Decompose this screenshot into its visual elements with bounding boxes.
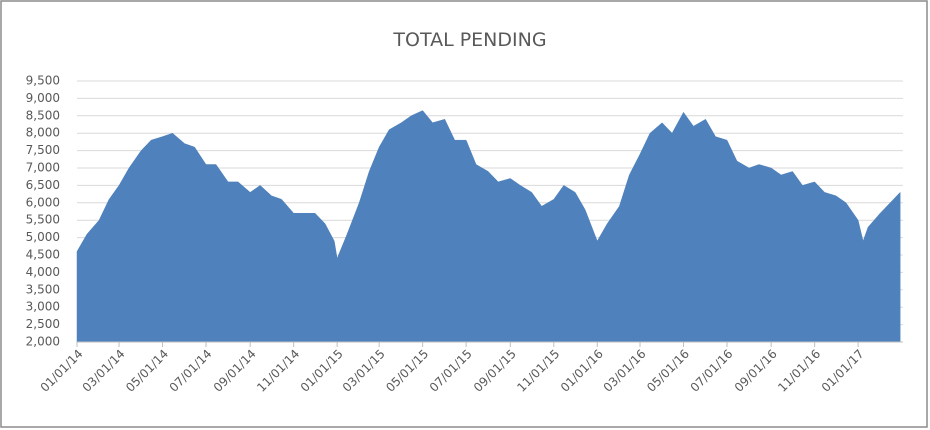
y-tick-label: 5,500 bbox=[26, 213, 60, 227]
y-tick-label: 6,500 bbox=[26, 178, 60, 192]
y-tick-label: 9,500 bbox=[26, 74, 60, 88]
y-tick-label: 8,500 bbox=[26, 108, 60, 122]
y-tick-label: 4,500 bbox=[26, 248, 60, 262]
y-tick-label: 7,500 bbox=[26, 143, 60, 157]
y-tick-label: 3,000 bbox=[26, 300, 60, 314]
y-tick-label: 3,500 bbox=[26, 282, 60, 296]
y-tick-label: 6,000 bbox=[26, 195, 60, 209]
chart-title: TOTAL PENDING bbox=[392, 29, 546, 51]
y-tick-label: 8,000 bbox=[26, 126, 60, 140]
y-tick-label: 7,000 bbox=[26, 161, 60, 175]
y-tick-label: 5,000 bbox=[26, 230, 60, 244]
y-tick-label: 9,000 bbox=[26, 91, 60, 105]
y-tick-label: 2,500 bbox=[26, 317, 60, 331]
area bbox=[76, 110, 901, 343]
y-tick-label: 2,000 bbox=[26, 335, 60, 349]
y-tick-label: 4,000 bbox=[26, 265, 60, 279]
